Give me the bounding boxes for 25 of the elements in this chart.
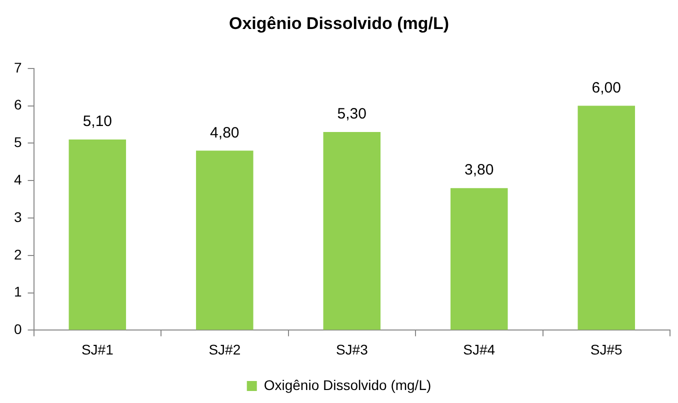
x-tick-label: SJ#5	[590, 341, 623, 358]
y-tick-label: 7	[14, 59, 22, 76]
y-tick-label: 3	[14, 208, 22, 225]
bar	[323, 132, 381, 330]
data-label: 5,30	[337, 106, 366, 123]
y-tick-label: 1	[14, 284, 22, 300]
y-tick-label: 4	[14, 171, 22, 188]
y-tick-label: 2	[14, 246, 22, 262]
data-label: 5,10	[82, 113, 112, 130]
x-tick-label: SJ#2	[208, 341, 241, 358]
data-label: 3,80	[464, 162, 494, 179]
y-tick-label: 5	[14, 134, 22, 150]
chart-title: Oxigênio Dissolvido (mg/L)	[228, 14, 450, 33]
y-tick-label: 6	[14, 96, 22, 113]
legend-label: Oxigênio Dissolvido (mg/L)	[264, 376, 432, 393]
data-label: 6,00	[592, 79, 621, 96]
bar	[68, 139, 126, 330]
bar	[450, 188, 508, 330]
bar	[196, 150, 254, 330]
data-label: 4,80	[210, 124, 240, 142]
bar	[578, 106, 636, 330]
y-tick-label: 0	[14, 321, 22, 338]
x-tick-label: SJ#4	[463, 341, 496, 358]
x-tick-label: SJ#3	[336, 341, 368, 358]
x-tick-label: SJ#1	[81, 341, 114, 358]
